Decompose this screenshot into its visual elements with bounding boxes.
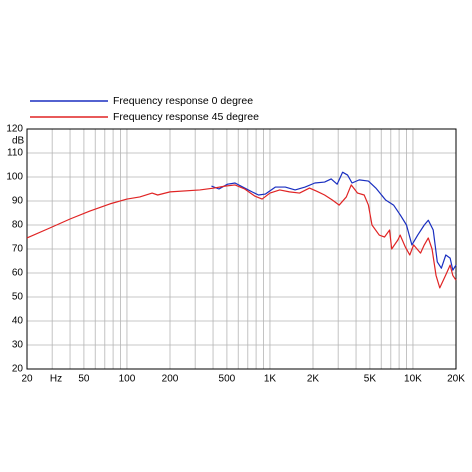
x-tick-label: 100 (119, 374, 136, 385)
x-tick-label: 10K (404, 374, 422, 385)
x-tick-label: 200 (162, 374, 179, 385)
legend-text: Frequency response 45 degree (113, 111, 259, 123)
x-axis-label: Hz (50, 374, 62, 385)
series-line (26, 184, 457, 289)
x-tick-label: 20 (21, 374, 33, 385)
plot-frame (26, 128, 457, 370)
y-tick-label: 50 (12, 292, 24, 303)
y-tick-label: 80 (12, 220, 24, 231)
x-tick-label: 2K (307, 374, 320, 385)
y-tick-label: 30 (12, 340, 24, 351)
x-tick-label: 1K (264, 374, 277, 385)
y-tick-label: 70 (12, 244, 24, 255)
y-tick-label: 60 (12, 268, 24, 279)
y-tick-label: 20 (12, 364, 24, 375)
y-tick-label: 120 (6, 124, 23, 135)
x-tick-label: 20K (447, 374, 465, 385)
y-tick-label: 110 (7, 148, 23, 159)
y-tick-label: 100 (6, 172, 23, 183)
y-tick-label: 40 (12, 316, 24, 327)
y-axis-label: dB (12, 136, 25, 147)
x-tick-label: 5K (364, 374, 377, 385)
x-tick-label: 50 (78, 374, 90, 385)
series-line (211, 171, 457, 271)
y-tick-label: 90 (12, 196, 24, 207)
legend-text: Frequency response 0 degree (113, 95, 253, 107)
x-tick-label: 500 (219, 374, 236, 385)
